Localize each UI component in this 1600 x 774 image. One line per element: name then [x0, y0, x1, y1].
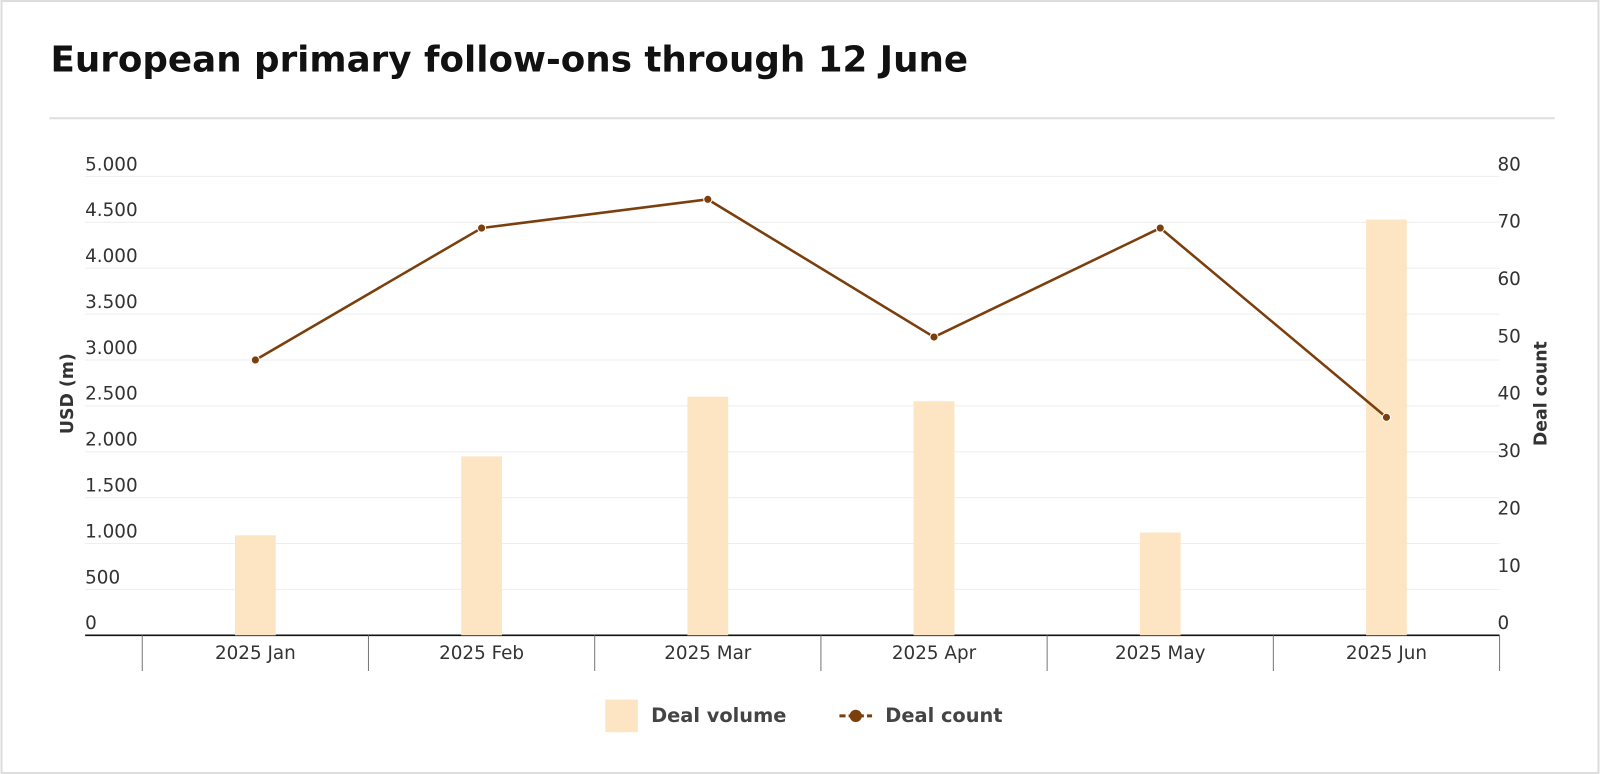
y2-tick-label: 0 — [1498, 613, 1510, 634]
y-tick-label: 500 — [85, 567, 120, 588]
y-tick-label: 0 — [85, 613, 97, 634]
line — [254, 198, 1388, 419]
point — [476, 223, 487, 233]
chart-title: European primary follow-ons through 12 J… — [50, 39, 968, 80]
y-tick-label: 1.500 — [85, 476, 138, 497]
y-tick-label: 3.000 — [85, 338, 138, 359]
x-tick-label: 2025 Jan — [215, 643, 296, 664]
bar — [234, 535, 276, 636]
y2-tick-label: 10 — [1498, 556, 1521, 577]
x-tick-label: 2025 Apr — [892, 643, 977, 664]
bar — [687, 396, 729, 636]
point — [929, 332, 939, 342]
y-tick-label: 2.000 — [85, 430, 138, 451]
legend-marker — [849, 709, 862, 722]
y2-tick-label: 60 — [1498, 269, 1521, 290]
x-tick-label: 2025 Jun — [1346, 643, 1427, 664]
x-tick-label: 2025 Feb — [439, 643, 524, 664]
y-tick-label: 4.500 — [85, 200, 138, 221]
y-tick-label: 4.000 — [85, 246, 138, 267]
bar — [913, 401, 955, 636]
bar — [461, 456, 502, 636]
y-axis-label: USD (m) — [58, 353, 78, 434]
legend-label: Deal count — [885, 704, 1002, 727]
y-tick-label: 5.000 — [85, 154, 138, 175]
y-tick-label: 1.000 — [85, 521, 138, 542]
x-tick-label: 2025 May — [1115, 643, 1206, 664]
y2-tick-label: 20 — [1498, 498, 1521, 519]
bar — [1139, 532, 1181, 636]
point — [1381, 412, 1392, 422]
y2-tick-label: 50 — [1498, 326, 1521, 347]
x-tick-label: 2025 Mar — [664, 643, 752, 664]
y-tick-label: 3.500 — [85, 292, 138, 313]
bar — [1366, 219, 1407, 636]
y2-tick-label: 70 — [1498, 212, 1521, 233]
y2-tick-label: 30 — [1498, 441, 1521, 462]
y2-tick-label: 80 — [1498, 154, 1521, 175]
y-tick-label: 2.500 — [85, 384, 138, 405]
y2-axis-label: Deal count — [1531, 341, 1551, 446]
legend-swatch — [605, 699, 638, 733]
y2-tick-label: 40 — [1498, 384, 1521, 405]
legend-label: Deal volume — [651, 704, 786, 727]
point — [1155, 223, 1165, 233]
point — [250, 355, 260, 365]
point — [703, 194, 713, 204]
